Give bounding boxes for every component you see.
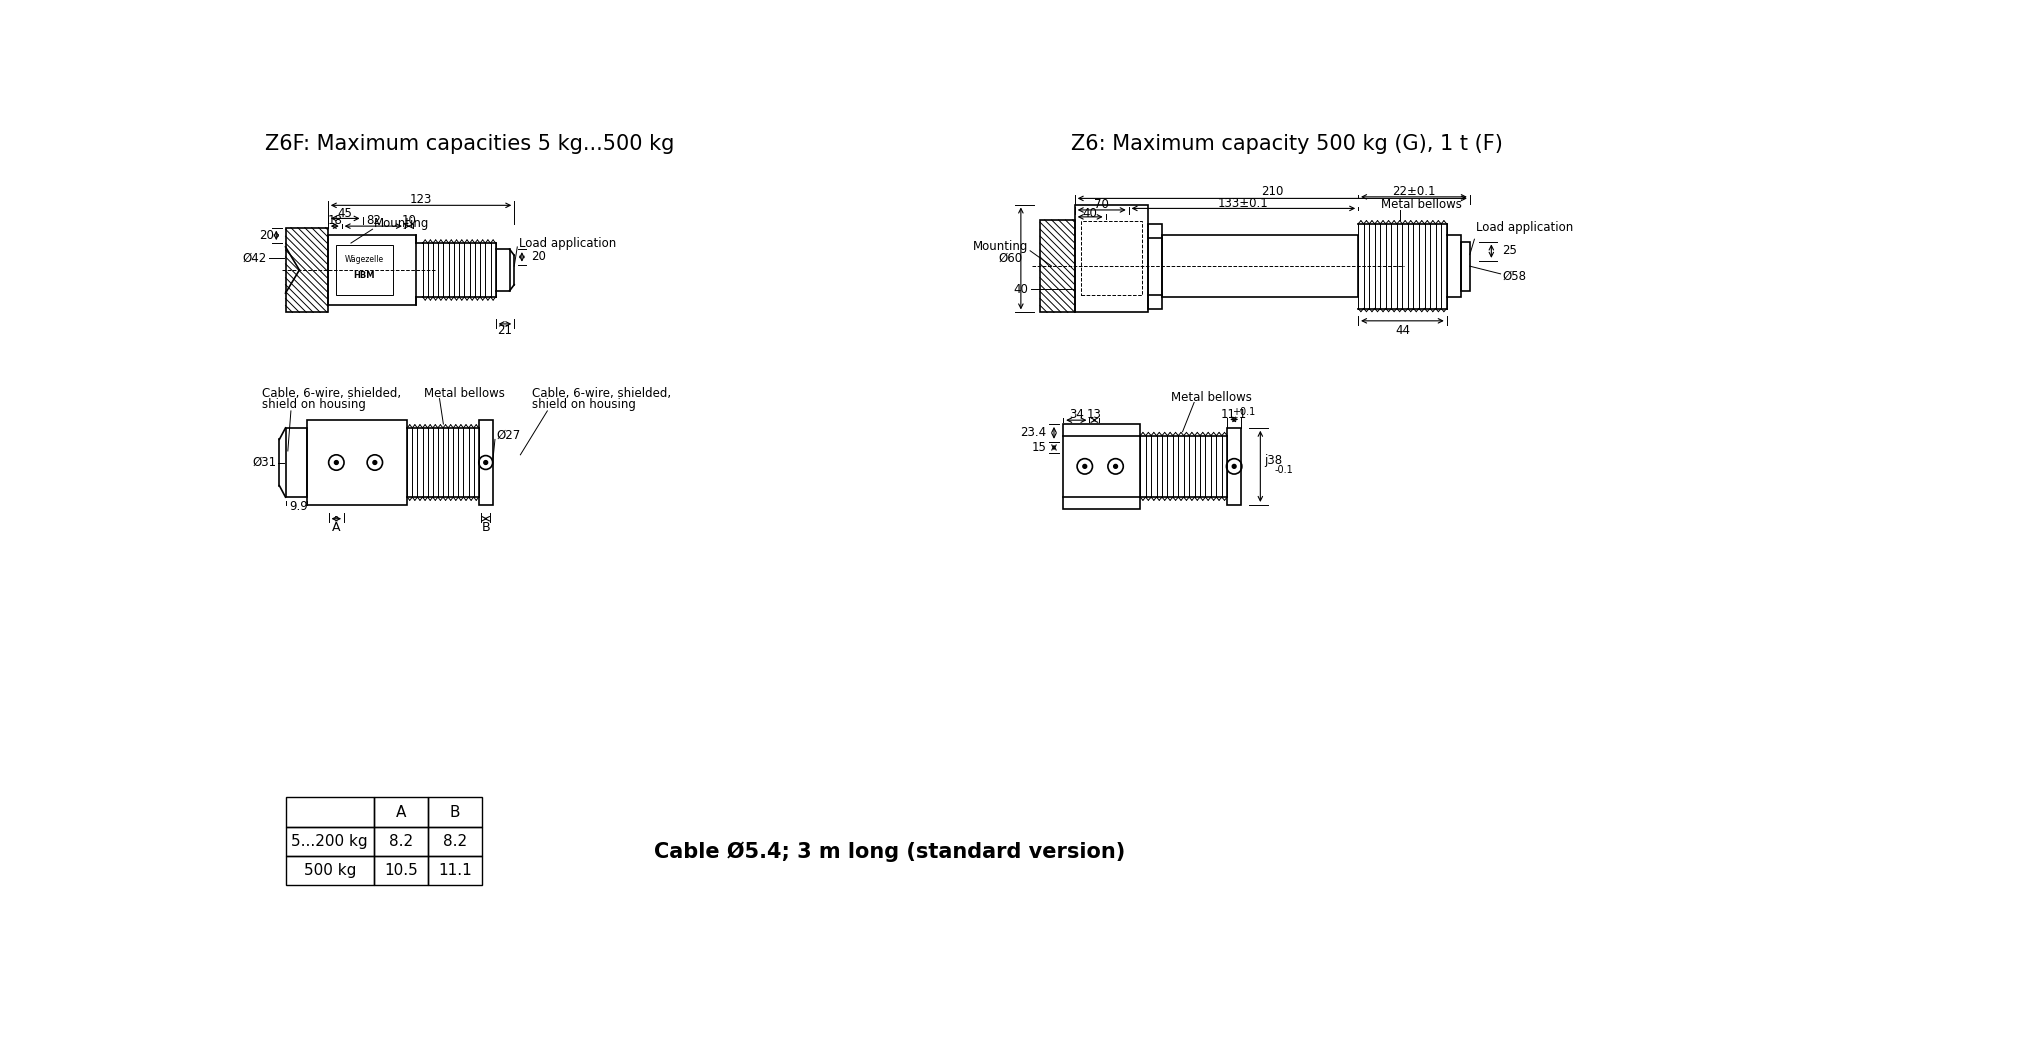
Bar [286, 856, 373, 885]
Text: 8.2: 8.2 [389, 833, 414, 849]
Bar [428, 827, 483, 856]
Text: 11.1: 11.1 [1221, 408, 1247, 421]
Text: 82: 82 [365, 215, 381, 227]
Text: 5...200 kg: 5...200 kg [292, 833, 369, 849]
Bar [329, 235, 416, 305]
Bar [1075, 204, 1148, 313]
Text: Z6: Maximum capacity 500 kg (G), 1 t (F): Z6: Maximum capacity 500 kg (G), 1 t (F) [1071, 135, 1503, 154]
Bar [1460, 241, 1470, 291]
Text: Cable, 6-wire, shielded,: Cable, 6-wire, shielded, [531, 387, 671, 400]
Text: 10.5: 10.5 [383, 863, 418, 878]
Text: B: B [481, 522, 491, 535]
Text: 23.4: 23.4 [1020, 426, 1046, 439]
Text: 70: 70 [1095, 198, 1109, 212]
Text: 20: 20 [531, 251, 546, 264]
Text: 21: 21 [497, 324, 513, 337]
Bar [1227, 428, 1241, 505]
Bar [286, 428, 306, 497]
Text: 500 kg: 500 kg [304, 863, 357, 878]
Bar [1162, 235, 1359, 297]
Text: 22±0.1: 22±0.1 [1391, 185, 1436, 198]
Text: HBM: HBM [353, 271, 375, 280]
Text: 8.2: 8.2 [442, 833, 466, 849]
Text: 20: 20 [260, 229, 274, 242]
Circle shape [1083, 465, 1087, 469]
Text: 25: 25 [1503, 244, 1517, 257]
Text: Ø60: Ø60 [1000, 252, 1022, 265]
Text: Mounting: Mounting [973, 240, 1028, 253]
Text: 133±0.1: 133±0.1 [1219, 198, 1270, 210]
Text: 15: 15 [1032, 440, 1046, 454]
Bar [1081, 221, 1142, 296]
Text: -0.1: -0.1 [1274, 466, 1294, 475]
Text: Metal bellows: Metal bellows [424, 387, 505, 400]
Text: 9.9: 9.9 [290, 500, 308, 513]
Text: A: A [395, 805, 406, 820]
Bar [479, 420, 493, 505]
Text: 11.1: 11.1 [438, 863, 473, 878]
Circle shape [1113, 465, 1117, 469]
Bar [428, 856, 483, 885]
Bar [373, 827, 428, 856]
Text: Ø31: Ø31 [251, 456, 276, 469]
Text: 40: 40 [1014, 283, 1028, 296]
Text: 44: 44 [1395, 323, 1409, 337]
Text: Ø27: Ø27 [497, 429, 521, 442]
Circle shape [335, 460, 339, 465]
Text: 210: 210 [1261, 185, 1284, 198]
Bar [286, 797, 373, 827]
Text: Wägezelle: Wägezelle [345, 255, 383, 265]
Bar [335, 244, 393, 294]
Text: A: A [333, 522, 341, 535]
Bar [286, 227, 329, 313]
Bar [1040, 220, 1075, 313]
Text: Z6F: Maximum capacities 5 kg...500 kg: Z6F: Maximum capacities 5 kg...500 kg [266, 135, 673, 154]
Text: Mounting: Mounting [373, 217, 430, 231]
Bar [1446, 235, 1460, 297]
Text: shield on housing: shield on housing [531, 399, 637, 411]
Text: shield on housing: shield on housing [262, 399, 367, 411]
Text: Metal bellows: Metal bellows [1170, 390, 1251, 404]
Text: 40: 40 [1083, 206, 1097, 220]
Text: 10: 10 [402, 215, 416, 227]
Bar [495, 249, 509, 291]
Bar [1148, 224, 1162, 308]
Bar [373, 856, 428, 885]
Text: Ø58: Ø58 [1503, 270, 1527, 283]
Text: 45: 45 [337, 207, 353, 220]
Text: Metal bellows: Metal bellows [1381, 198, 1462, 212]
Text: 123: 123 [410, 192, 432, 205]
Bar [306, 420, 408, 505]
Circle shape [485, 460, 487, 465]
Text: B: B [450, 805, 460, 820]
Text: Ø42: Ø42 [241, 252, 266, 265]
Bar [286, 827, 373, 856]
Text: Load application: Load application [519, 237, 617, 250]
Bar [373, 797, 428, 827]
Bar [428, 797, 483, 827]
Circle shape [373, 460, 377, 465]
Text: 34: 34 [1069, 408, 1083, 421]
Text: j38: j38 [1263, 454, 1282, 467]
Text: 13: 13 [1087, 408, 1101, 421]
Text: Cable, 6-wire, shielded,: Cable, 6-wire, shielded, [262, 387, 402, 400]
Text: Cable Ø5.4; 3 m long (standard version): Cable Ø5.4; 3 m long (standard version) [655, 841, 1126, 862]
Text: +0.1: +0.1 [1231, 407, 1255, 417]
Circle shape [1233, 465, 1237, 469]
Text: 18: 18 [327, 215, 343, 227]
Bar [1063, 424, 1140, 509]
Text: Load application: Load application [1476, 221, 1574, 234]
